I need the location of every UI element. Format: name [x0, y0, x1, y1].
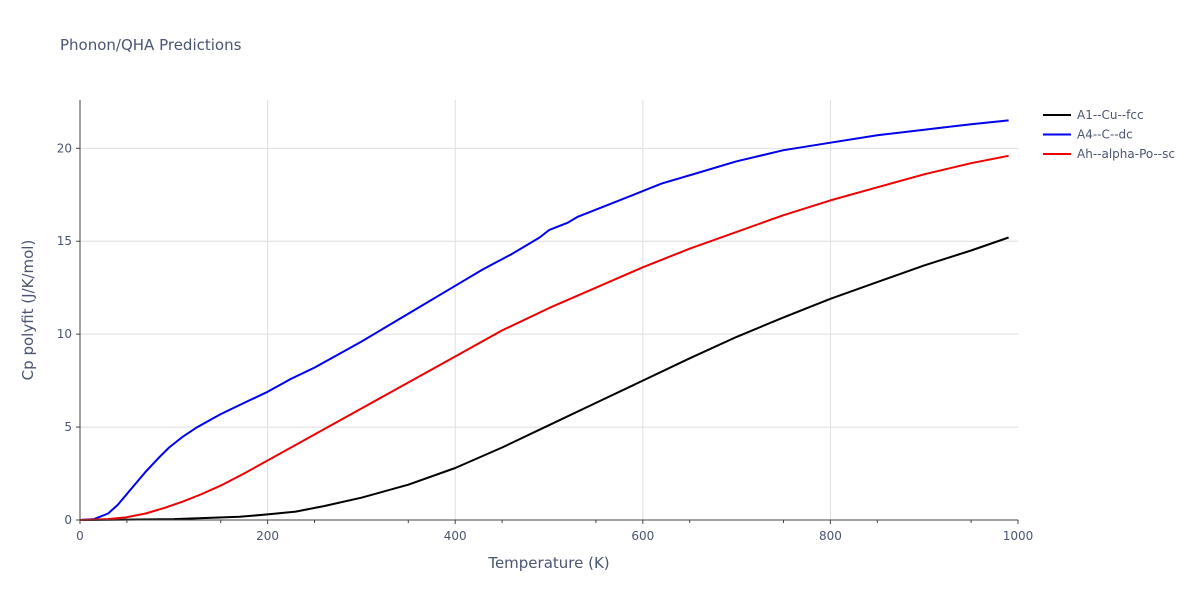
series-line-3 — [79, 154, 1009, 521]
x-tick-label: 600 — [631, 529, 654, 543]
x-axis-title: Temperature (K) — [487, 554, 609, 572]
x-tick-label: 0 — [76, 529, 84, 543]
grid — [80, 100, 1018, 520]
axes — [76, 100, 1019, 524]
chart-title: Phonon/QHA Predictions — [60, 36, 242, 54]
series-line-2 — [79, 119, 1009, 521]
legend: A1--Cu--fcc A4--C--dc Ah--alpha-Po--sc — [1043, 108, 1175, 161]
tick-labels: 0 200 400 600 800 1000 0 5 10 15 20 — [57, 141, 1034, 543]
x-tick-label: 400 — [444, 529, 467, 543]
y-axis-title: Cp polyfit (J/K/mol) — [19, 240, 37, 381]
y-tick-label: 20 — [57, 141, 72, 155]
x-tick-label: 1000 — [1003, 529, 1034, 543]
y-tick-label: 15 — [57, 234, 72, 248]
x-tick-label: 800 — [819, 529, 842, 543]
y-tick-label: 10 — [57, 327, 72, 341]
x-tick-label: 200 — [256, 529, 279, 543]
legend-label-3: Ah--alpha-Po--sc — [1077, 147, 1175, 161]
legend-label-1: A1--Cu--fcc — [1077, 108, 1144, 122]
series-lines — [79, 119, 1009, 521]
y-tick-label: 5 — [64, 420, 72, 434]
legend-label-2: A4--C--dc — [1077, 128, 1133, 142]
series-line-1 — [79, 236, 1009, 521]
y-tick-label: 0 — [64, 513, 72, 527]
